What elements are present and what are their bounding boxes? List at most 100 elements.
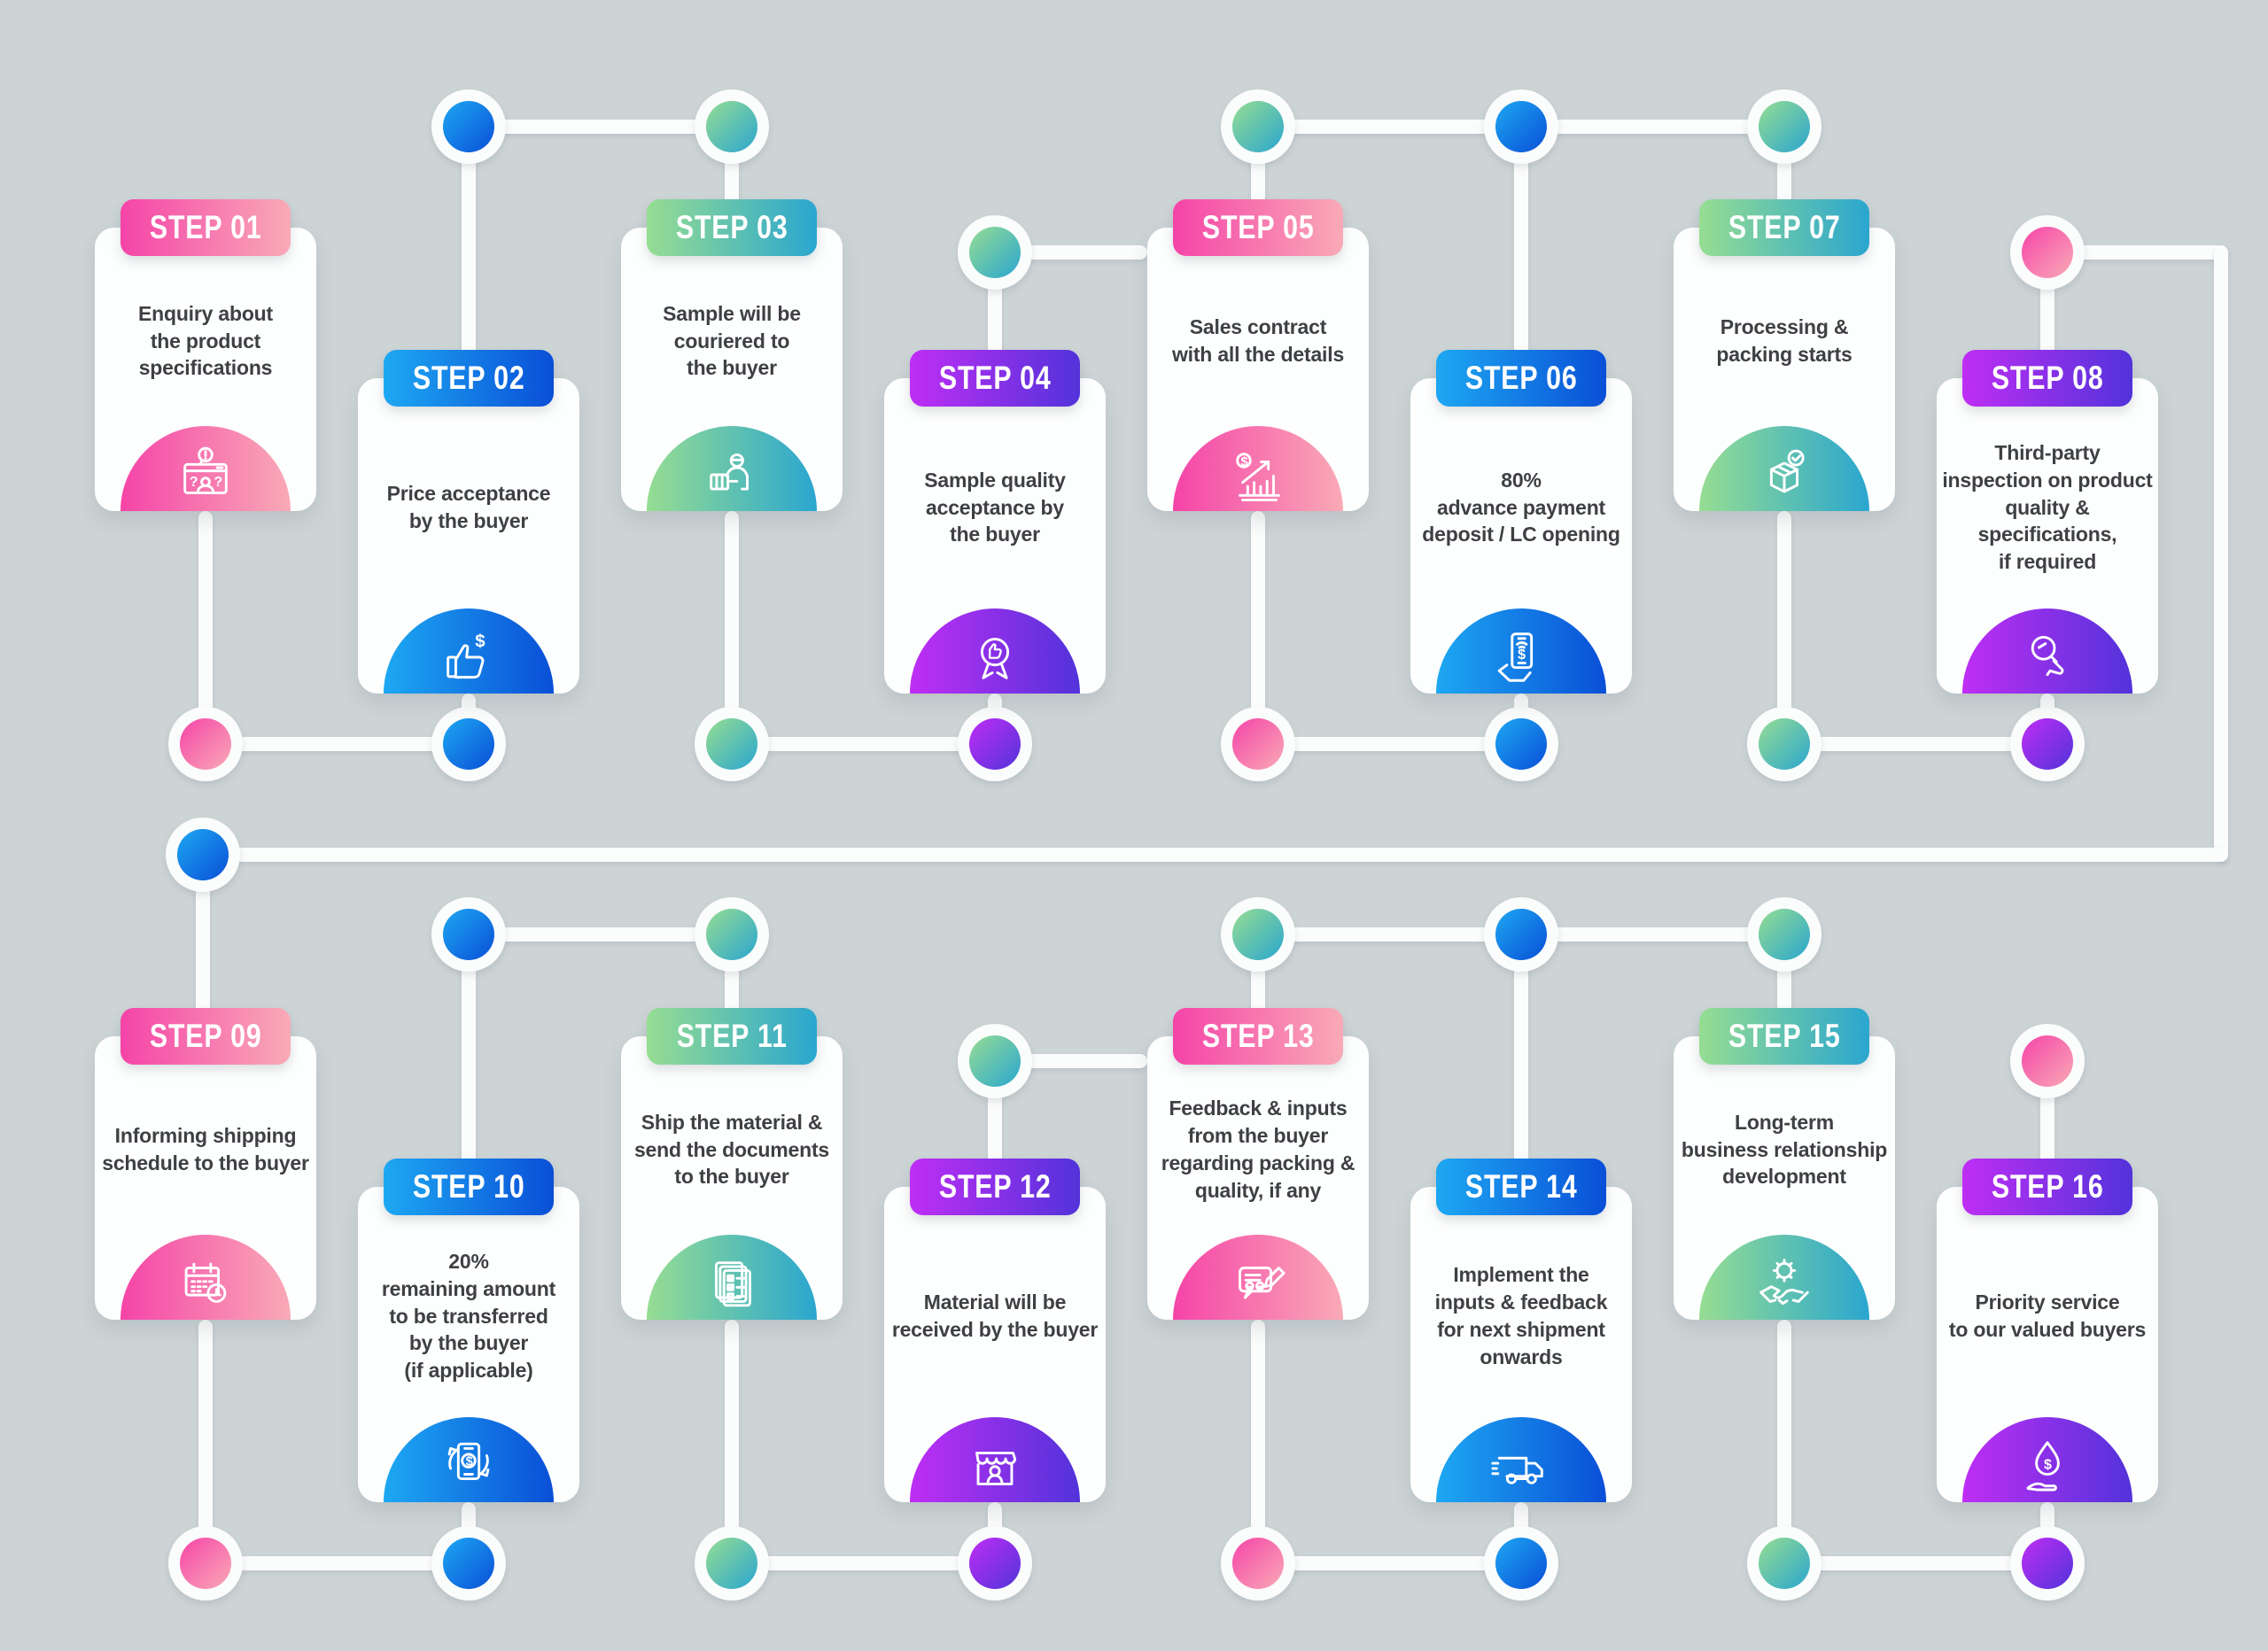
- connector-node: [431, 89, 506, 164]
- svg-text:$: $: [1240, 455, 1247, 469]
- step-description: Enquiry about the product specifications: [137, 301, 273, 380]
- price-acceptance-icon: $: [447, 632, 485, 679]
- step-icon-dome: $: [1962, 1417, 2132, 1502]
- connector-node: [958, 215, 1032, 290]
- connector-line: [462, 934, 476, 1178]
- connector-node: [166, 818, 240, 892]
- connector-node: [1747, 707, 1821, 781]
- connector-line: [206, 1556, 469, 1570]
- material-received-icon: [975, 1451, 1017, 1485]
- connector-node: [2010, 1024, 2085, 1098]
- connector-node: [2010, 707, 2085, 781]
- step-icon-dome: [1436, 1417, 1606, 1502]
- connector-node: [1484, 707, 1558, 781]
- svg-text:$: $: [2044, 1457, 2052, 1473]
- connector-line: [732, 1556, 995, 1570]
- inspection-icon: [2031, 635, 2064, 677]
- step-description: Ship the material & send the documents t…: [633, 1110, 830, 1189]
- step-card-14: STEP 14 Implement the inputs & feedback …: [1410, 1159, 1632, 1502]
- connector-node: [695, 1526, 769, 1601]
- connector-line: [1777, 511, 1791, 744]
- connector-node: [2010, 215, 2085, 290]
- step-card-05: STEP 05 Sales contract with all the deta…: [1147, 199, 1369, 511]
- step-card-09: STEP 09 Informing shipping schedule to t…: [95, 1008, 316, 1320]
- connector-line: [469, 120, 732, 134]
- connector-line: [1514, 934, 1528, 1178]
- connector-line: [1251, 511, 1265, 744]
- step-description: Sample will be couriered to the buyer: [663, 301, 801, 380]
- remaining-payment-icon: $: [447, 1442, 490, 1481]
- step-icon-dome: $: [1173, 426, 1343, 511]
- connector-node: [1221, 89, 1295, 164]
- connector-line: [1258, 737, 1521, 751]
- step-badge: STEP 09: [120, 1008, 291, 1065]
- step-icon-dome: [910, 1417, 1080, 1502]
- feedback-icon: [1239, 1267, 1285, 1299]
- connector-node: [1747, 1526, 1821, 1601]
- step-description: Processing & packing starts: [1716, 315, 1852, 366]
- step-card-06: STEP 06 80% advance payment deposit / LC…: [1410, 350, 1632, 694]
- sales-contract-icon: $: [1236, 453, 1280, 501]
- connector-node: [695, 89, 769, 164]
- connector-line: [995, 1054, 1147, 1068]
- connector-line: [198, 511, 213, 744]
- step-card-10: STEP 10 20% remaining amount to be trans…: [358, 1159, 579, 1502]
- connector-line: [206, 737, 469, 751]
- step-badge: STEP 13: [1173, 1008, 1343, 1065]
- step-description: Price acceptance by the buyer: [386, 482, 551, 532]
- step-icon-dome: [120, 1235, 291, 1320]
- step-card-12: STEP 12 Material will be received by the…: [884, 1159, 1106, 1502]
- connector-line: [2214, 245, 2228, 862]
- connector-node: [1221, 707, 1295, 781]
- connector-line: [1251, 1320, 1265, 1563]
- step-icon-dome: [1173, 1235, 1343, 1320]
- step-badge: STEP 15: [1699, 1008, 1869, 1065]
- step-card-08: STEP 08 Third-party inspection on produc…: [1937, 350, 2158, 694]
- connector-line: [995, 245, 1147, 260]
- connector-line: [1777, 1320, 1791, 1563]
- connector-node: [1221, 1526, 1295, 1601]
- connector-line: [462, 127, 476, 369]
- step-icon-dome: $: [384, 1417, 554, 1502]
- step-badge: STEP 07: [1699, 199, 1869, 256]
- step-card-01: STEP 01 Enquiry about the product specif…: [95, 199, 316, 511]
- svg-text:$: $: [475, 632, 485, 651]
- step-badge: STEP 02: [384, 350, 554, 407]
- step-icon-dome: [1699, 1235, 1869, 1320]
- step-badge: STEP 14: [1436, 1159, 1606, 1215]
- step-icon-dome: [1962, 608, 2132, 694]
- step-card-04: STEP 04 Sample quality acceptance by the…: [884, 350, 1106, 694]
- step-badge: STEP 10: [384, 1159, 554, 1215]
- implement-feedback-icon: [1491, 1456, 1543, 1484]
- connector-line: [2047, 245, 2228, 260]
- connector-node: [1747, 897, 1821, 972]
- step-icon-dome: $: [1436, 608, 1606, 694]
- relationship-icon: [1759, 1259, 1809, 1306]
- step-description: Feedback & inputs from the buyer regardi…: [1161, 1097, 1355, 1202]
- connector-node: [695, 897, 769, 972]
- connector-node: [695, 707, 769, 781]
- step-badge: STEP 08: [1962, 350, 2132, 407]
- connector-node: [958, 707, 1032, 781]
- connector-line: [1784, 1556, 2047, 1570]
- step-description: Sales contract with all the details: [1171, 315, 1345, 366]
- step-description: Implement the inputs & feedback for next…: [1434, 1263, 1608, 1368]
- connector-line: [1514, 127, 1528, 369]
- step-icon-dome: $: [384, 608, 554, 694]
- step-card-07: STEP 07 Processing & packing starts: [1674, 199, 1895, 511]
- step-card-02: STEP 02 Price acceptance by the buyer $: [358, 350, 579, 694]
- connector-line: [725, 1320, 739, 1563]
- priority-service-icon: $: [2026, 1441, 2060, 1492]
- step-icon-dome: [647, 426, 817, 511]
- step-badge: STEP 16: [1962, 1159, 2132, 1215]
- connector-line: [198, 1320, 213, 1563]
- connector-line: [203, 848, 2228, 862]
- step-badge: STEP 12: [910, 1159, 1080, 1215]
- step-badge: STEP 04: [910, 350, 1080, 407]
- step-description: Informing shipping schedule to the buyer: [102, 1124, 309, 1174]
- step-description: Material will be received by the buyer: [891, 1291, 1099, 1341]
- step-description: 80% advance payment deposit / LC opening: [1422, 468, 1620, 546]
- step-description: 20% remaining amount to be transferred b…: [381, 1249, 556, 1383]
- packing-icon: [1769, 449, 1805, 493]
